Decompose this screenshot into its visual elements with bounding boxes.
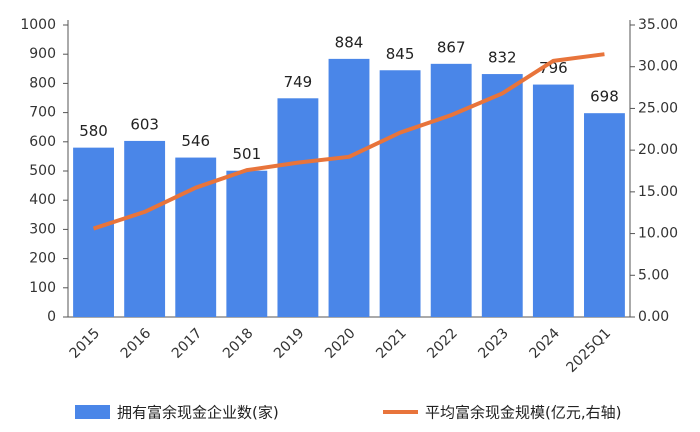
y2-tick-label: 30.00	[638, 59, 678, 75]
x-tick-label: 2019	[271, 325, 308, 362]
bar	[328, 58, 370, 317]
bar-value-label: 749	[284, 73, 313, 91]
x-tick-label: 2015	[67, 325, 104, 362]
y-tick-label: 300	[29, 221, 56, 237]
x-tick-label: 2024	[527, 325, 564, 362]
bar	[430, 63, 472, 317]
y-tick-label: 1000	[20, 17, 56, 33]
bar	[277, 98, 319, 318]
y2-tick-label: 5.00	[638, 267, 669, 283]
bar-value-label: 546	[181, 132, 210, 150]
legend-swatch	[75, 405, 110, 419]
bar	[532, 84, 574, 318]
bar-value-label: 832	[488, 49, 517, 67]
bar-value-label: 580	[79, 122, 108, 140]
legend-label: 拥有富余现金企业数(家)	[117, 404, 279, 422]
x-tick-label: 2025Q1	[564, 325, 615, 376]
bar-value-label: 603	[130, 115, 159, 133]
x-tick-label: 2021	[373, 325, 410, 362]
bar	[379, 70, 421, 317]
y-tick-label: 500	[29, 163, 56, 179]
bar	[226, 170, 268, 317]
y-tick-label: 400	[29, 192, 56, 208]
bar	[481, 74, 523, 317]
y2-tick-label: 0.00	[638, 309, 669, 325]
y-tick-label: 100	[29, 280, 56, 296]
line	[92, 52, 605, 231]
y2-tick-label: 10.00	[638, 226, 678, 242]
bar	[73, 147, 114, 317]
x-tick-label: 2017	[169, 325, 206, 362]
x-tick-label: 2016	[118, 325, 155, 362]
x-tick-label: 2022	[424, 325, 461, 362]
y-tick-label: 600	[29, 134, 56, 150]
y-tick-label: 700	[29, 105, 56, 121]
bar	[124, 140, 166, 317]
y2-tick-label: 20.00	[638, 142, 678, 158]
y-tick-label: 800	[29, 75, 56, 91]
bar	[584, 113, 625, 318]
bar-value-label: 845	[386, 45, 415, 63]
x-tick-label: 2018	[220, 325, 257, 362]
legend-label: 平均富余现金规模(亿元,右轴)	[425, 404, 621, 422]
x-tick-label: 2023	[475, 325, 512, 362]
bar-value-label: 867	[437, 38, 466, 56]
bar-value-label: 884	[335, 33, 364, 51]
y-tick-label: 200	[29, 251, 56, 267]
x-tick-label: 2020	[322, 325, 359, 362]
y2-tick-label: 15.00	[638, 184, 678, 200]
y-tick-label: 900	[29, 46, 56, 62]
bar-value-label: 698	[590, 88, 619, 106]
bar-value-label: 501	[232, 145, 261, 163]
y2-tick-label: 25.00	[638, 100, 678, 116]
y2-tick-label: 35.00	[638, 17, 678, 33]
y-tick-label: 0	[47, 309, 56, 325]
